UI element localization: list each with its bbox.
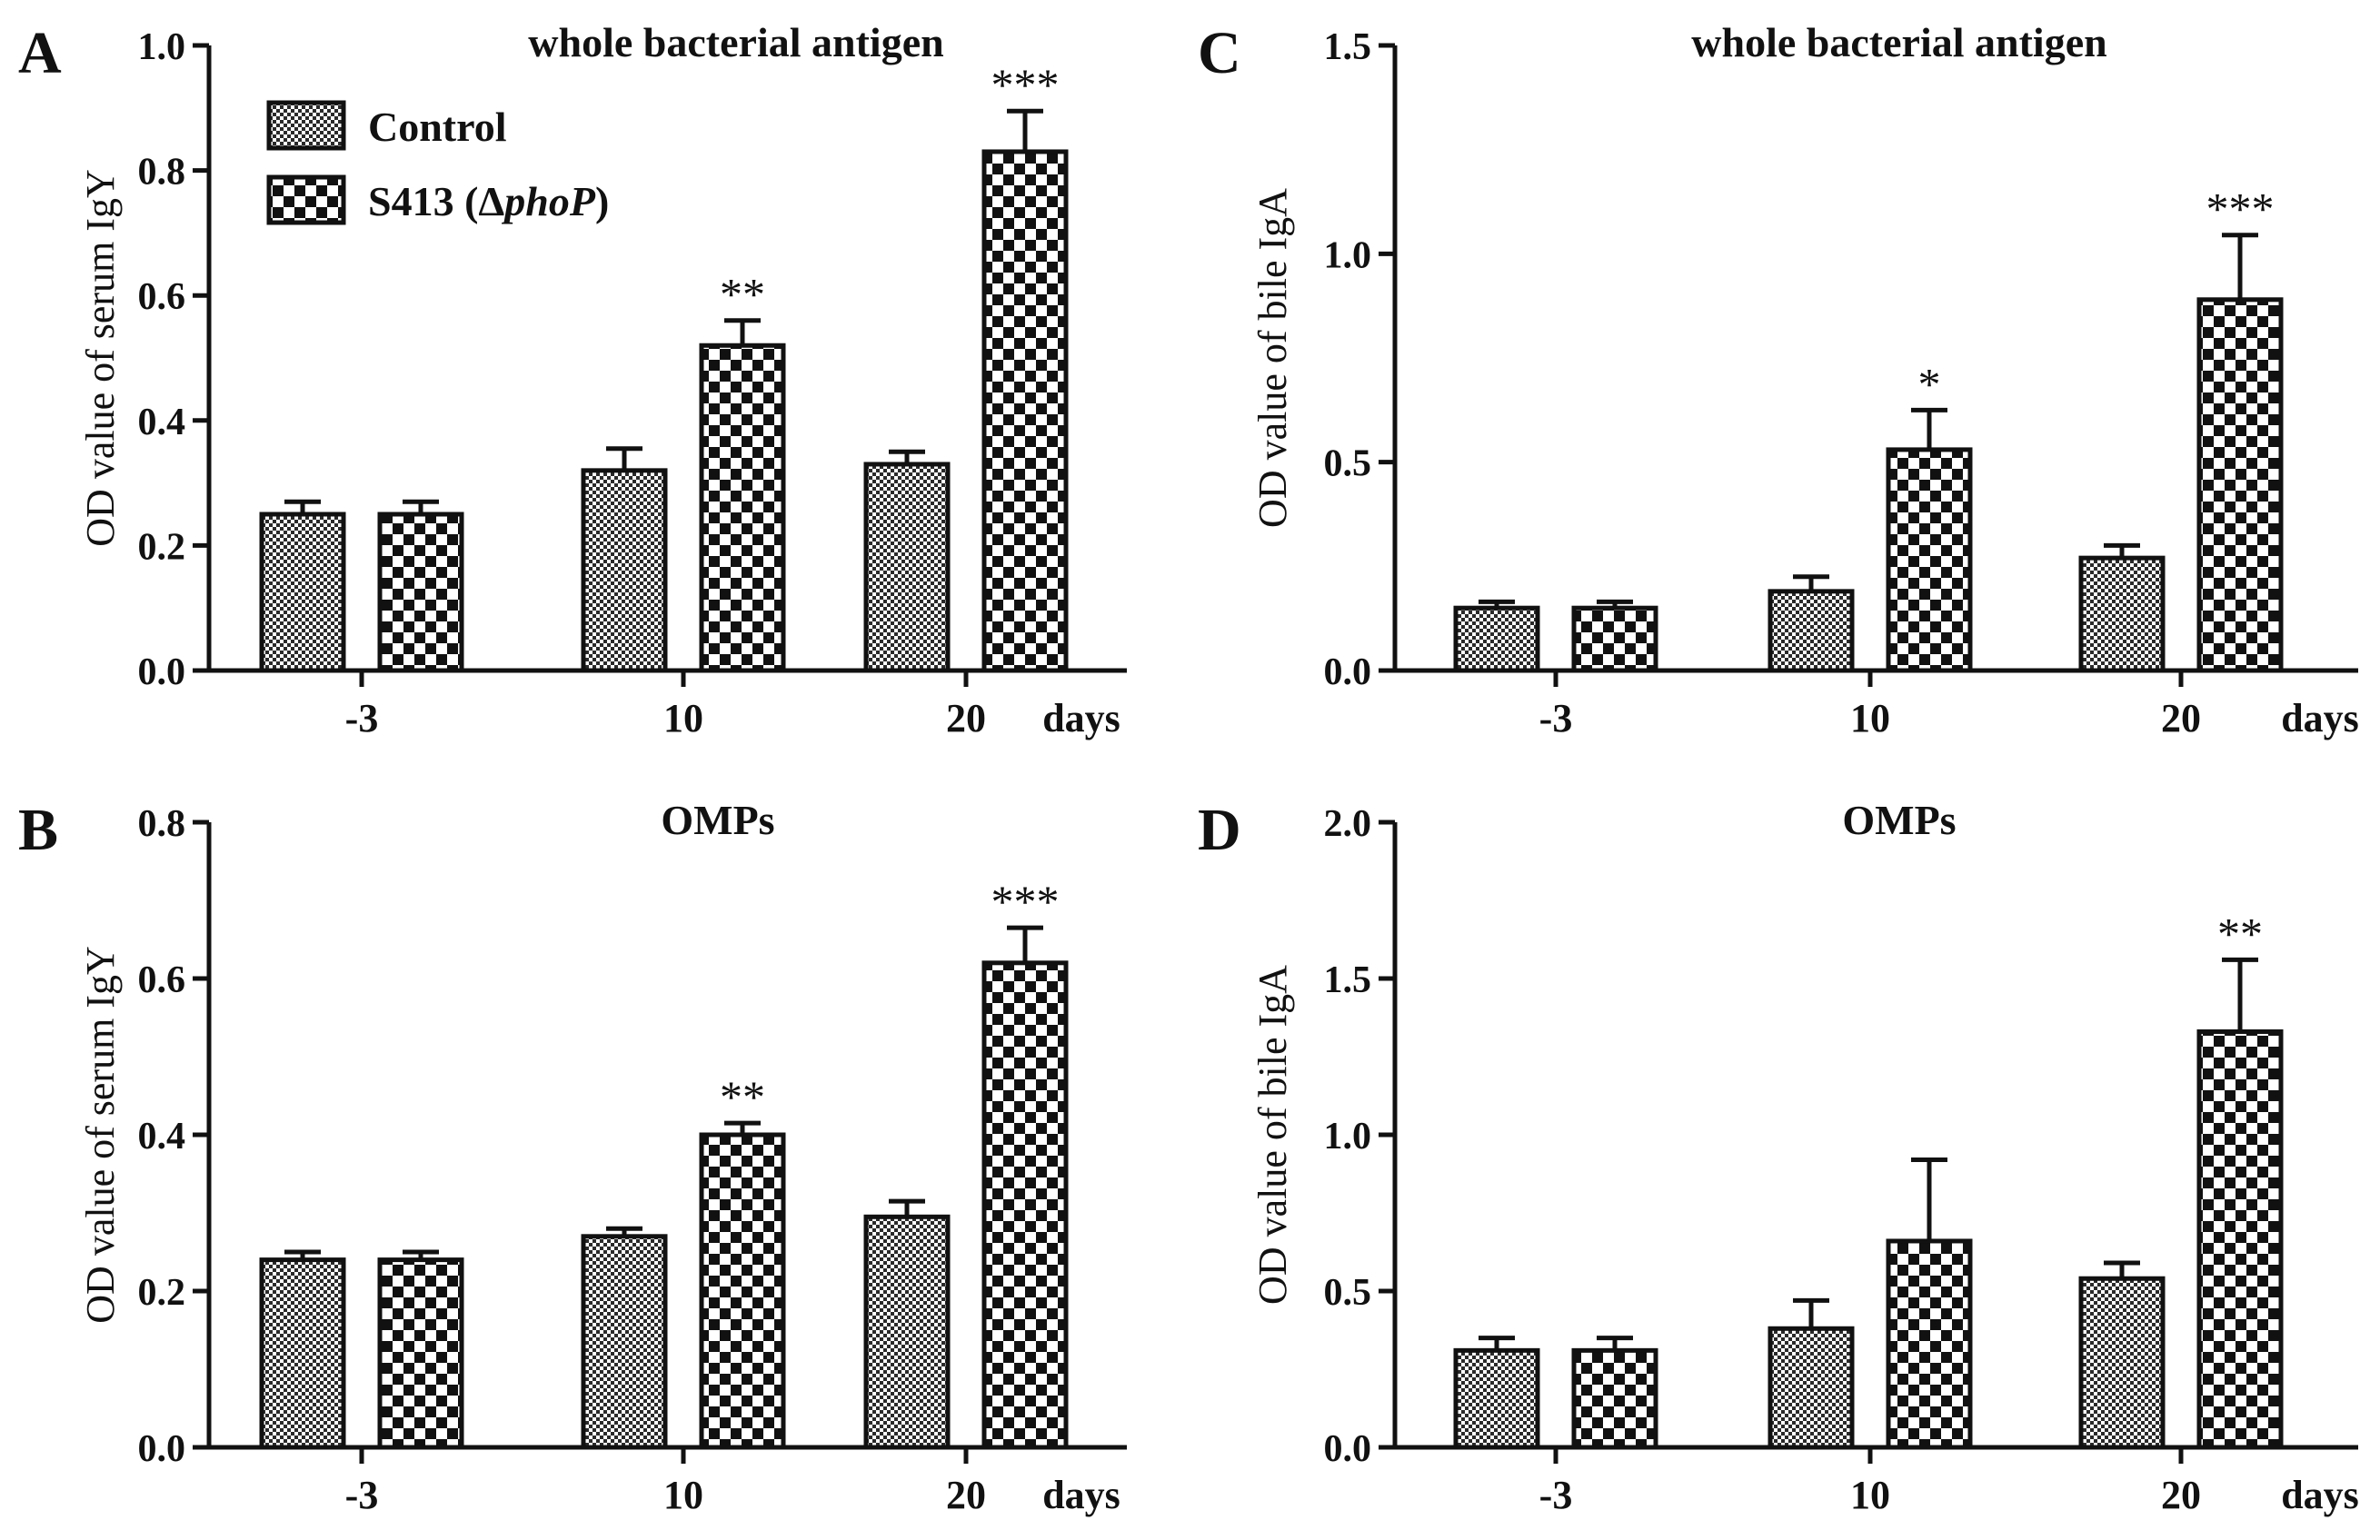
bar-control [1453, 1347, 1540, 1450]
x-tick-label: 10 [663, 696, 703, 740]
bar-treated [2196, 297, 2284, 673]
panel-letter: C [1198, 20, 1241, 86]
bar-treated [981, 960, 1069, 1450]
x-tick-label: 20 [946, 1473, 986, 1517]
y-tick-label: 0.0 [1324, 651, 1372, 693]
x-tick-label: 20 [2161, 1473, 2201, 1517]
y-tick-label: 0.5 [1324, 1272, 1372, 1314]
x-tick-label: 10 [663, 1473, 703, 1517]
significance-label: * [1918, 358, 1941, 409]
y-axis-label: OD value of bile IgA [1250, 965, 1295, 1305]
x-tick-label: -3 [1539, 1473, 1573, 1517]
chart-title: whole bacterial antigen [528, 19, 943, 65]
panel-letter: B [18, 797, 58, 863]
bar-control [863, 462, 951, 673]
y-tick-label: 0.8 [138, 152, 186, 194]
y-tick-label: 0.4 [138, 402, 186, 443]
x-tick-label: 10 [1850, 1473, 1890, 1517]
significance-label: ** [720, 1071, 765, 1122]
bar-treated [699, 343, 786, 673]
x-tick-label: -3 [1539, 696, 1573, 740]
y-tick-label: 1.5 [1324, 959, 1372, 1001]
x-tick-label: 20 [946, 696, 986, 740]
bar-control [259, 1257, 346, 1450]
bar-treated [1571, 605, 1658, 673]
x-unit-label: days [1042, 1473, 1120, 1517]
y-tick-label: 1.0 [1324, 1116, 1372, 1157]
legend-label-treated-italic: phoP [501, 178, 596, 224]
bar-control [863, 1214, 951, 1450]
y-tick-label: 2.0 [1324, 803, 1372, 845]
y-tick-label: 0.4 [138, 1116, 186, 1157]
y-axis-label: OD value of serum IgY [78, 946, 123, 1323]
chart-title: OMPs [661, 797, 774, 843]
panel-letter: A [18, 20, 62, 86]
legend-label-control: Control [368, 104, 507, 150]
bar-control [1453, 605, 1540, 673]
significance-label: *** [991, 876, 1060, 927]
x-unit-label: days [1042, 696, 1120, 740]
legend-swatch-control [266, 100, 346, 151]
y-axis-label: OD value of bile IgA [1250, 188, 1295, 528]
significance-label: *** [991, 59, 1060, 110]
x-tick-label: 10 [1850, 696, 1890, 740]
bar-treated [1886, 1238, 1973, 1450]
y-tick-label: 1.0 [138, 26, 186, 68]
legend-label-treated-prefix: S413 (Δ [368, 178, 504, 224]
legend: Control S413 (ΔphoP) [266, 100, 609, 225]
bar-control [259, 512, 346, 673]
y-tick-label: 1.0 [1324, 234, 1372, 276]
bar-treated [2196, 1028, 2284, 1450]
chart-title: OMPs [1842, 797, 1956, 843]
x-tick-label: -3 [345, 696, 379, 740]
y-axis-label: OD value of serum IgY [78, 169, 123, 546]
significance-label: ** [720, 269, 765, 320]
bar-treated [1886, 447, 1973, 673]
y-tick-label: 0.2 [138, 526, 186, 568]
bar-treated [377, 1257, 464, 1450]
panel-letter: D [1198, 797, 1241, 863]
bar-control [2078, 1276, 2166, 1450]
y-tick-label: 0.0 [1324, 1428, 1372, 1470]
x-tick-label: -3 [345, 1473, 379, 1517]
bar-control [2078, 555, 2166, 673]
bar-control [1768, 589, 1855, 673]
bar-control [1768, 1326, 1855, 1450]
y-tick-label: 0.0 [138, 651, 186, 693]
x-unit-label: days [2281, 696, 2359, 740]
significance-label: ** [2217, 908, 2263, 959]
bar-control [581, 1234, 668, 1450]
y-tick-label: 0.6 [138, 959, 186, 1001]
legend-label-treated-suffix: ) [595, 178, 609, 224]
x-unit-label: days [2281, 1473, 2359, 1517]
bar-treated [377, 512, 464, 673]
bar-treated [1571, 1347, 1658, 1450]
x-tick-label: 20 [2161, 696, 2201, 740]
y-tick-label: 0.6 [138, 276, 186, 318]
bar-treated [981, 149, 1069, 673]
significance-label: *** [2206, 184, 2275, 234]
y-tick-label: 0.8 [138, 803, 186, 845]
y-tick-label: 1.5 [1324, 26, 1372, 68]
legend-swatch-treated [266, 174, 346, 225]
y-tick-label: 0.0 [138, 1428, 186, 1470]
legend-label-treated: S413 (ΔphoP) [368, 178, 609, 224]
chart-title: whole bacterial antigen [1691, 19, 2106, 65]
chart-panel-D: D OMPs OD value of bile IgA 0.0 0.5 1.0 1.5 2.0… [1198, 797, 2359, 1517]
bar-control [581, 468, 668, 673]
y-tick-label: 0.5 [1324, 443, 1372, 485]
y-tick-label: 0.2 [138, 1272, 186, 1314]
bar-treated [699, 1132, 786, 1450]
chart-panel-B: B OMPs OD value of serum IgY 0.0 0.2 0.4 0.6 0.… [18, 797, 1127, 1517]
